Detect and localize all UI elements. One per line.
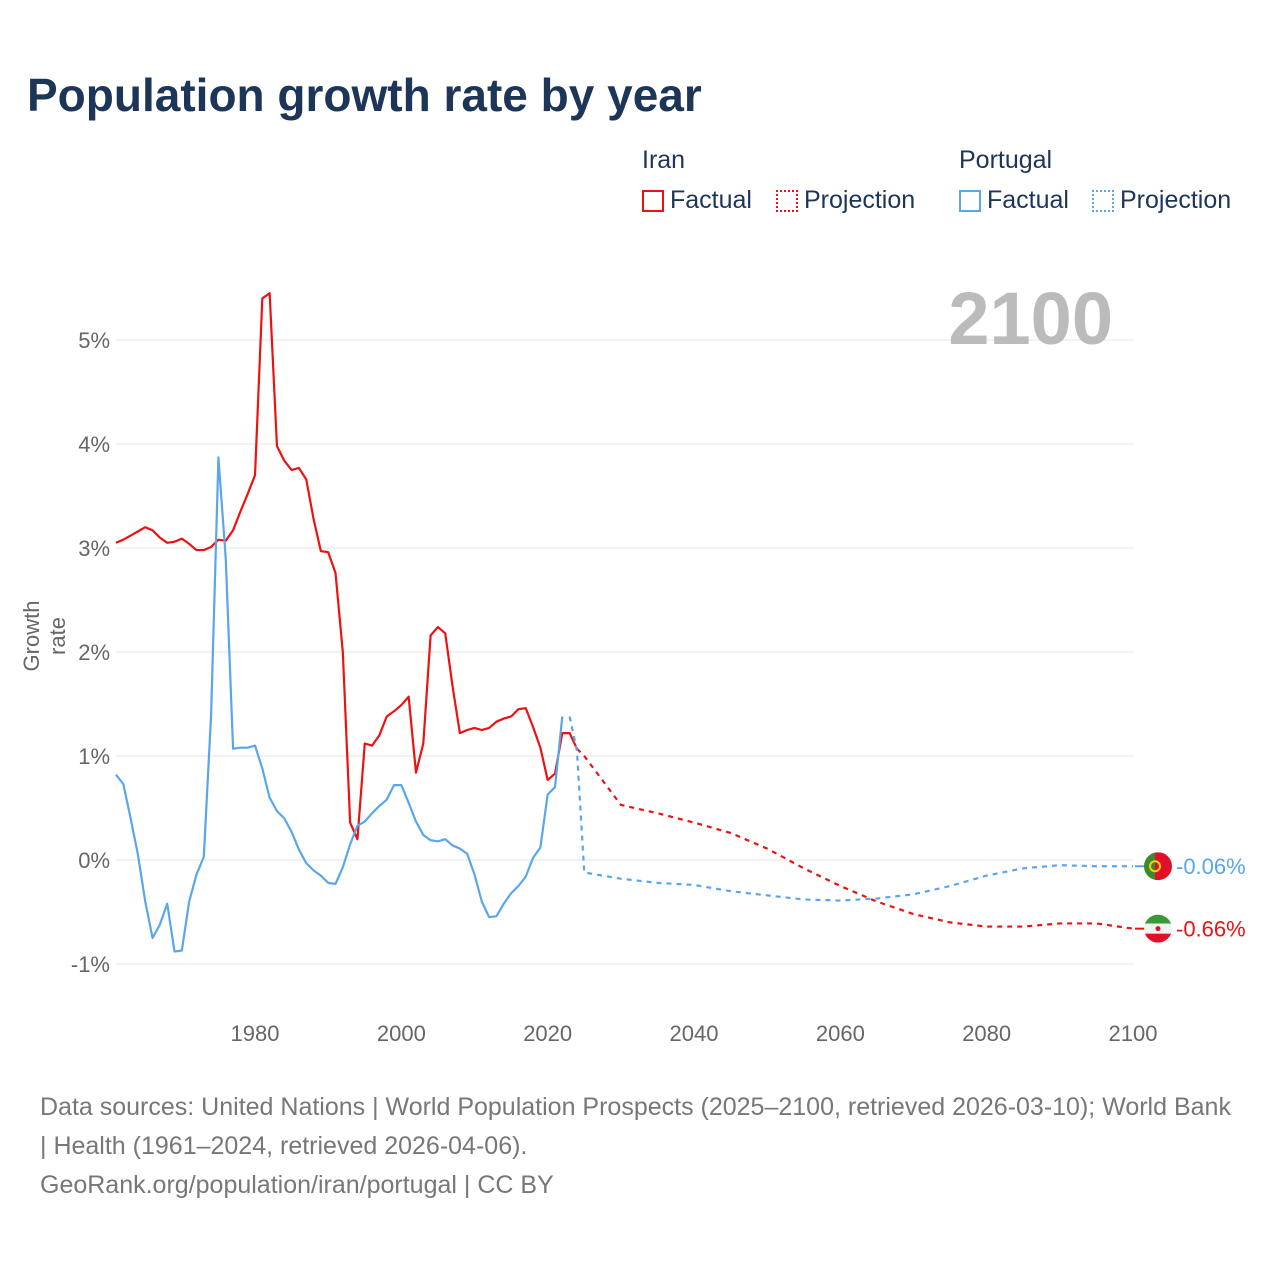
- y-tick-label: -1%: [71, 952, 110, 977]
- legend-swatch: [1092, 189, 1114, 212]
- legend-label: Factual: [987, 186, 1069, 214]
- line-portugal-projection: [568, 716, 1133, 902]
- legend-group-iran: Iran: [642, 146, 686, 174]
- legend-portugal-projection[interactable]: Projection: [1092, 186, 1231, 215]
- end-label-portugal: -0.06%: [1176, 854, 1246, 879]
- legend-group-portugal: Portugal: [959, 146, 1053, 174]
- legend-iran-factual[interactable]: Factual: [642, 186, 752, 215]
- source-link[interactable]: GeoRank.org/population/iran/portugal | C…: [40, 1171, 554, 1199]
- y-tick-label: 4%: [78, 432, 110, 457]
- y-axis-label: Growth rate: [19, 600, 70, 672]
- end-label-iran: -0.66%: [1176, 917, 1246, 942]
- current-year-label: 2100: [948, 277, 1113, 360]
- chart-title: Population growth rate by year: [27, 69, 702, 121]
- y-tick-label: 1%: [78, 744, 110, 769]
- x-tick-label: 2080: [962, 1021, 1011, 1046]
- y-tick-label: 3%: [78, 536, 110, 561]
- x-tick-label: 2040: [670, 1021, 719, 1046]
- iran-flag-icon: [1144, 914, 1172, 943]
- x-tick-label: 2000: [377, 1021, 426, 1046]
- footer: Data sources: United Nations | World Pop…: [40, 1088, 1240, 1205]
- portugal-flag-icon: [1144, 852, 1172, 881]
- legend-label: Factual: [670, 186, 752, 214]
- legend-swatch: [776, 189, 798, 212]
- line-iran-factual: [115, 292, 578, 841]
- legend-label: Projection: [1120, 186, 1232, 214]
- x-tick-label: 1980: [231, 1021, 280, 1046]
- legend-swatch: [642, 189, 664, 212]
- y-tick-label: 5%: [78, 328, 110, 353]
- line-iran-projection: [576, 747, 1134, 930]
- y-tick-label: 0%: [78, 848, 110, 873]
- legend-iran-projection[interactable]: Projection: [776, 186, 915, 215]
- legend-label: Projection: [804, 186, 916, 214]
- x-tick-label: 2060: [816, 1021, 865, 1046]
- x-tick-label: 2020: [523, 1021, 572, 1046]
- legend-portugal-factual[interactable]: Factual: [959, 186, 1069, 215]
- x-tick-label: 2100: [1109, 1021, 1158, 1046]
- line-portugal-factual: [115, 456, 564, 953]
- data-sources: Data sources: United Nations | World Pop…: [40, 1093, 1231, 1160]
- y-tick-label: 2%: [78, 640, 110, 665]
- legend-swatch: [959, 189, 981, 212]
